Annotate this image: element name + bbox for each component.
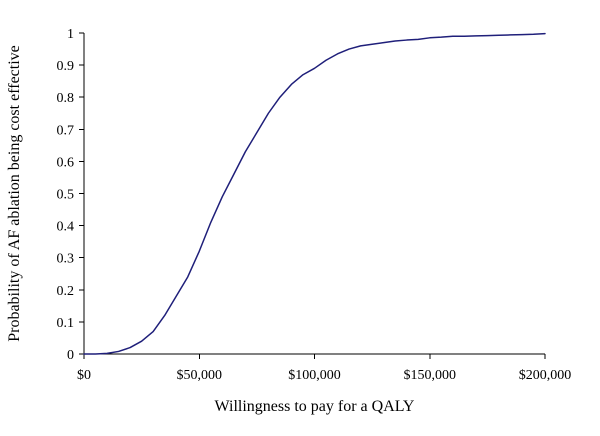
y-axis-title: Probability of AF ablation being cost ef… (6, 45, 23, 342)
y-tick-label: 0.6 (57, 155, 75, 170)
y-tick-label: 0.3 (57, 252, 75, 267)
x-axis-ticks: $0 $50,000 $100,000 $150,000 $200,000 (77, 354, 571, 383)
x-tick-label: $150,000 (404, 368, 457, 383)
y-tick-label: 0.8 (57, 91, 75, 106)
x-tick-label: $0 (77, 368, 91, 383)
y-tick-label: 0.9 (57, 59, 75, 74)
axes (83, 33, 545, 355)
x-tick-label: $50,000 (177, 368, 223, 383)
y-tick-label: 0 (67, 348, 74, 363)
y-tick-label: 0.1 (57, 316, 75, 331)
x-axis-title: Willingness to pay for a QALY (215, 398, 415, 415)
y-tick-label: 0.4 (57, 220, 75, 235)
y-tick-label: 1 (67, 27, 74, 42)
y-tick-label: 0.2 (57, 284, 75, 299)
y-tick-label: 0.7 (57, 123, 75, 138)
x-tick-label: $100,000 (288, 368, 341, 383)
y-tick-label: 0.5 (57, 188, 75, 203)
series-layer (83, 32, 546, 355)
series-line (83, 32, 546, 355)
y-axis-ticks: 0 0.1 0.2 0.3 0.4 0.5 0.6 0.7 0.8 0.9 1 (57, 27, 84, 363)
x-tick-label: $200,000 (519, 368, 572, 383)
